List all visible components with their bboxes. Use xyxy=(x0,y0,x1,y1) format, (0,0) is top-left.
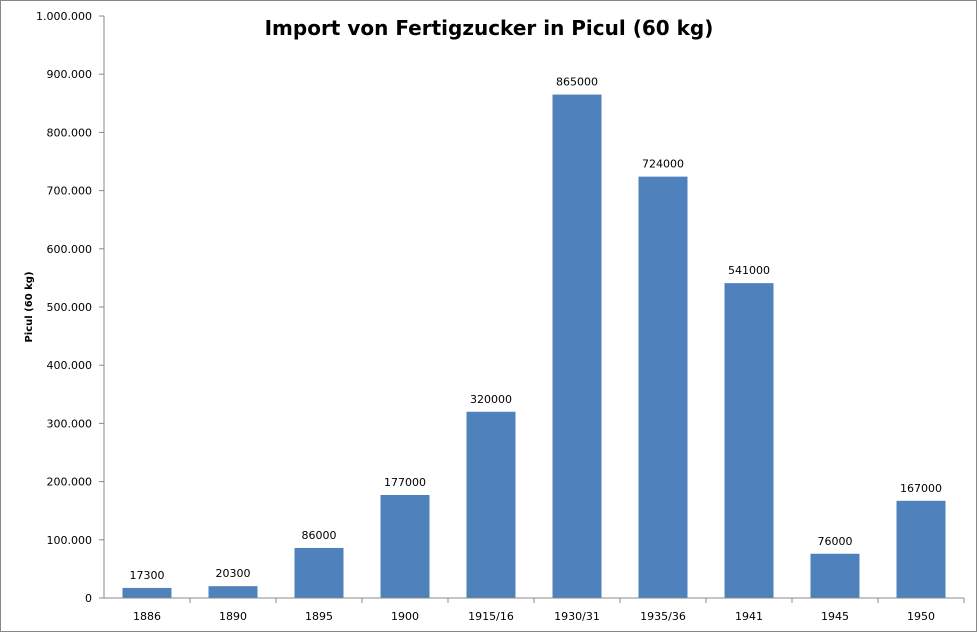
bar xyxy=(466,411,516,598)
y-axis-label: Picul (60 kg) xyxy=(24,271,35,342)
data-label: 86000 xyxy=(302,529,337,542)
chart-title: Import von Fertigzucker in Picul (60 kg) xyxy=(265,16,714,40)
data-label: 865000 xyxy=(556,76,598,89)
y-tick-label: 300.000 xyxy=(47,417,93,430)
bar xyxy=(552,94,602,598)
x-tick-label: 1941 xyxy=(735,610,763,623)
bar xyxy=(896,500,946,598)
data-label: 20300 xyxy=(216,567,251,580)
y-tick-label: 1.000.000 xyxy=(36,10,92,23)
bar xyxy=(810,553,860,598)
y-tick-label: 900.000 xyxy=(47,68,93,81)
x-tick-label: 1900 xyxy=(391,610,419,623)
bar xyxy=(638,176,688,598)
x-tick-label: 1945 xyxy=(821,610,849,623)
y-tick-label: 0 xyxy=(85,592,92,605)
x-tick-label: 1886 xyxy=(133,610,161,623)
y-tick-label: 500.000 xyxy=(47,301,93,314)
x-tick-label: 1930/31 xyxy=(554,610,600,623)
x-tick-label: 1950 xyxy=(907,610,935,623)
y-tick-label: 700.000 xyxy=(47,185,93,198)
data-label: 724000 xyxy=(642,158,684,171)
bar xyxy=(724,283,774,598)
bar xyxy=(122,587,172,598)
y-tick-label: 400.000 xyxy=(47,359,93,372)
x-tick-label: 1895 xyxy=(305,610,333,623)
data-label: 167000 xyxy=(900,482,942,495)
data-label: 76000 xyxy=(818,535,853,548)
bar xyxy=(208,586,258,598)
y-tick-label: 100.000 xyxy=(47,534,93,547)
x-tick-label: 1890 xyxy=(219,610,247,623)
y-tick-label: 800.000 xyxy=(47,126,93,139)
y-tick-label: 200.000 xyxy=(47,476,93,489)
data-label: 177000 xyxy=(384,476,426,489)
data-label: 320000 xyxy=(470,393,512,406)
data-label: 17300 xyxy=(130,569,165,582)
x-tick-label: 1915/16 xyxy=(468,610,514,623)
data-label: 541000 xyxy=(728,264,770,277)
bar xyxy=(380,494,430,598)
bar xyxy=(294,547,344,598)
y-tick-label: 600.000 xyxy=(47,243,93,256)
x-tick-label: 1935/36 xyxy=(640,610,686,623)
